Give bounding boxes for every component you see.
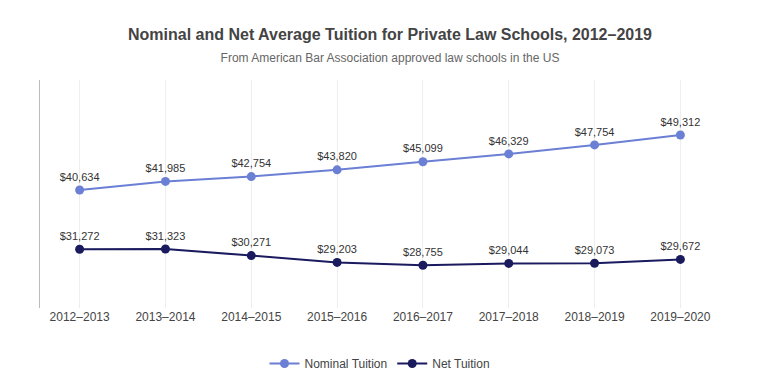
svg-text:$29,073: $29,073	[575, 244, 615, 256]
svg-text:2013–2014: 2013–2014	[135, 310, 195, 324]
svg-text:$49,312: $49,312	[660, 116, 700, 128]
svg-text:Nominal Tuition: Nominal Tuition	[305, 357, 388, 371]
svg-text:$43,820: $43,820	[317, 150, 357, 162]
svg-text:$40,634: $40,634	[60, 171, 100, 183]
svg-text:$31,272: $31,272	[60, 230, 100, 242]
svg-text:2019–2020: 2019–2020	[650, 310, 710, 324]
svg-text:2016–2017: 2016–2017	[393, 310, 453, 324]
svg-text:$30,271: $30,271	[231, 236, 271, 248]
svg-text:2015–2016: 2015–2016	[307, 310, 367, 324]
svg-text:Nominal and Net Average Tuitio: Nominal and Net Average Tuition for Priv…	[128, 26, 652, 43]
svg-text:$29,672: $29,672	[660, 240, 700, 252]
svg-text:$41,985: $41,985	[146, 162, 186, 174]
svg-text:$31,323: $31,323	[146, 230, 186, 242]
svg-text:$42,754: $42,754	[231, 157, 271, 169]
svg-text:$46,329: $46,329	[489, 135, 529, 147]
svg-text:2012–2013: 2012–2013	[50, 310, 110, 324]
svg-text:$29,203: $29,203	[317, 243, 357, 255]
svg-text:2017–2018: 2017–2018	[479, 310, 539, 324]
svg-text:$29,044: $29,044	[489, 244, 529, 256]
svg-text:$28,755: $28,755	[403, 246, 443, 258]
svg-text:$47,754: $47,754	[575, 126, 615, 138]
svg-text:From American Bar Association: From American Bar Association approved l…	[221, 51, 560, 65]
svg-text:$45,099: $45,099	[403, 142, 443, 154]
svg-text:Net Tuition: Net Tuition	[432, 357, 489, 371]
svg-text:2014–2015: 2014–2015	[221, 310, 281, 324]
svg-text:2018–2019: 2018–2019	[565, 310, 625, 324]
